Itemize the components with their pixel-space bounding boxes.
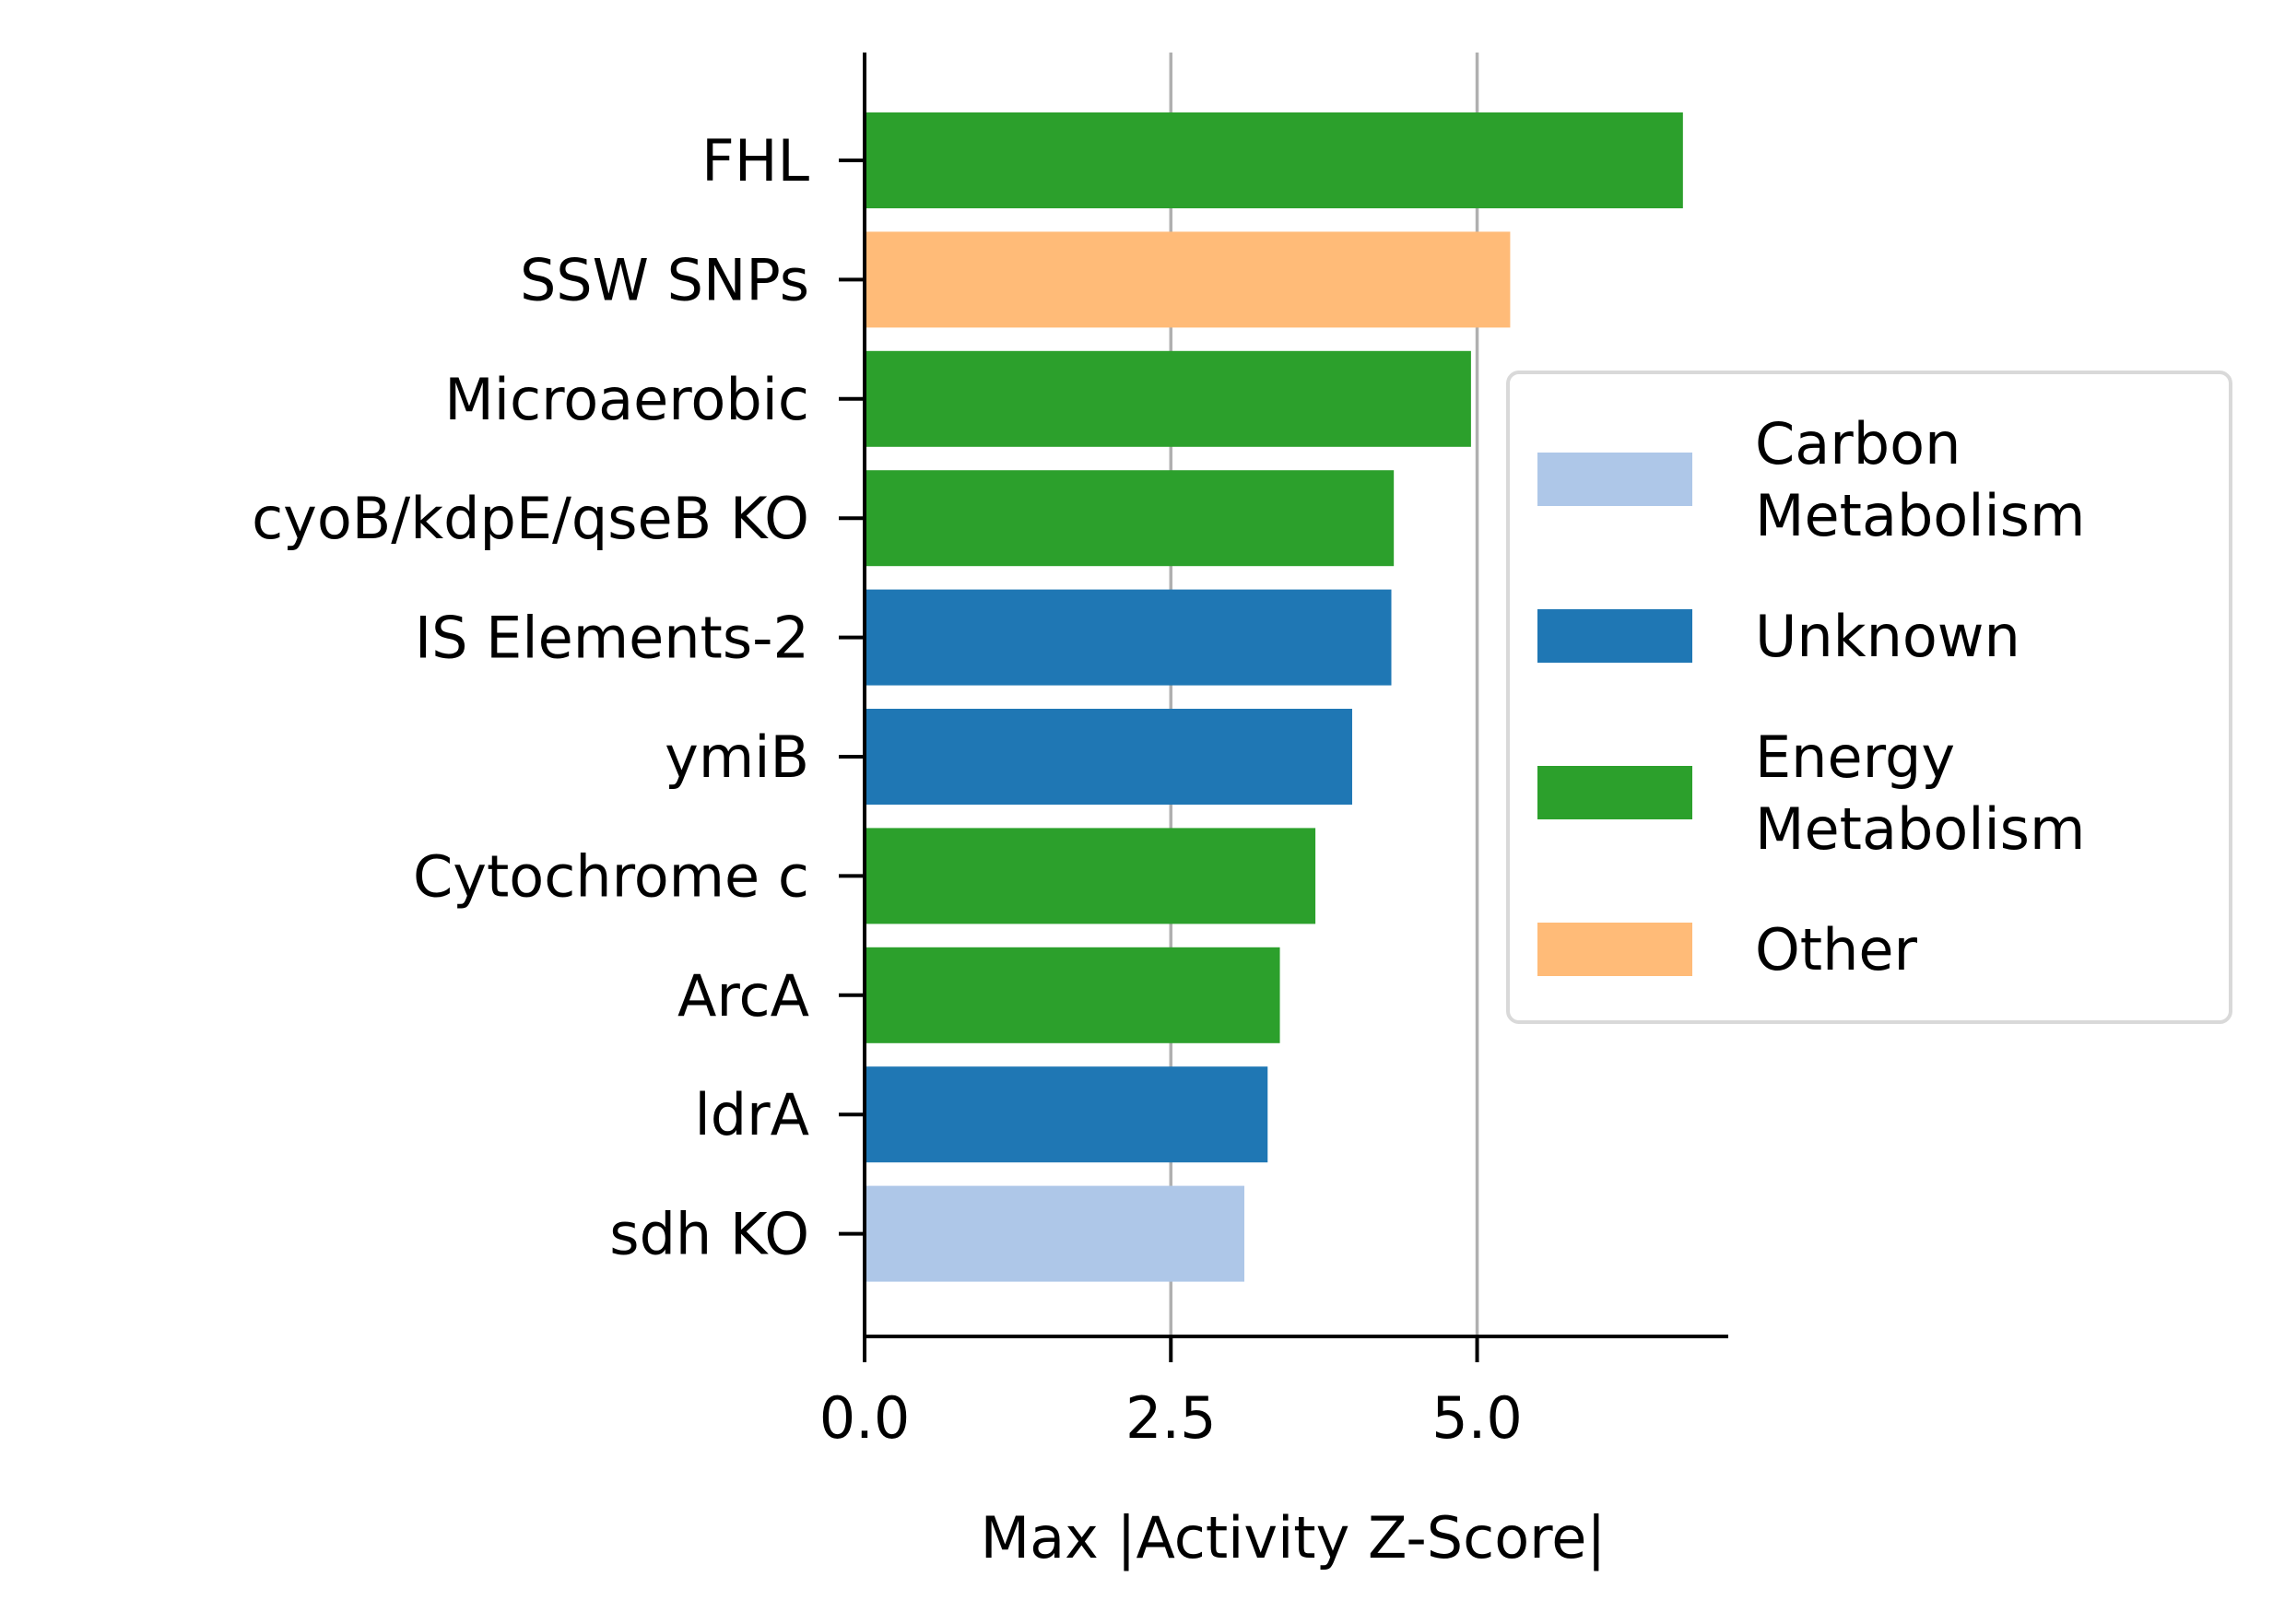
bar-arca bbox=[865, 947, 1280, 1043]
y-tick-label-is-elements-2: IS Elements-2 bbox=[415, 605, 809, 672]
legend-swatch-other bbox=[1537, 923, 1692, 976]
y-tick-label-ymib: ymiB bbox=[665, 724, 809, 791]
bar-sdh-ko bbox=[865, 1185, 1245, 1282]
bar-ssw-snps bbox=[865, 231, 1511, 328]
y-tick-label-ssw-snps: SSW SNPs bbox=[520, 246, 809, 313]
bar-is-elements-2 bbox=[865, 589, 1392, 686]
y-tick-label-microaerobic: Microaerobic bbox=[444, 366, 809, 433]
legend-label-carbon-metabolism-line-1: Carbon bbox=[1755, 410, 1961, 477]
y-tick-labels: FHL SSW SNPs Microaerobic cyoB/kdpE/qseB KO… bbox=[252, 127, 865, 1268]
bar-ymib bbox=[865, 709, 1352, 805]
legend-swatch-unknown bbox=[1537, 609, 1692, 663]
x-tick-label-5: 5.0 bbox=[1431, 1384, 1523, 1452]
bar-ldra bbox=[865, 1066, 1268, 1163]
legend-frame bbox=[1506, 371, 2232, 1024]
y-tick-label-sdh-ko: sdh KO bbox=[609, 1201, 809, 1268]
y-tick-label-arca: ArcA bbox=[677, 962, 809, 1030]
y-tick-label-ldra: ldrA bbox=[695, 1081, 809, 1148]
y-tick-label-cyob-kdpe-qseb-ko: cyoB/kdpE/qseB KO bbox=[252, 485, 809, 552]
x-tick-label-2-5: 2.5 bbox=[1125, 1384, 1217, 1452]
bars bbox=[865, 112, 1683, 1282]
y-tick-label-fhl: FHL bbox=[701, 127, 809, 194]
legend-label-carbon-metabolism-line-2: Metabolism bbox=[1755, 482, 2085, 549]
axes bbox=[863, 53, 1728, 1338]
x-tick-labels: 0.0 2.5 5.0 bbox=[819, 1336, 1523, 1452]
legend: CarbonMetabolismUnknownEnergyMetabolismO… bbox=[1506, 371, 2232, 1024]
bar-cyob-kdpe-qseb-ko bbox=[865, 470, 1395, 567]
y-tick-label-cytochrome-c: Cytochrome c bbox=[413, 842, 809, 910]
x-axis-label: Max |Activity Z-Score| bbox=[981, 1504, 1607, 1572]
legend-label-energy-metabolism-line-1: Energy bbox=[1755, 724, 1955, 791]
legend-label-energy-metabolism-line-2: Metabolism bbox=[1755, 795, 2085, 863]
x-tick-label-0: 0.0 bbox=[819, 1384, 911, 1452]
legend-label-unknown: Unknown bbox=[1755, 603, 2020, 670]
legend-label-other: Other bbox=[1755, 916, 1918, 983]
bar-fhl bbox=[865, 112, 1683, 208]
bar-cytochrome-c bbox=[865, 828, 1316, 924]
bar-microaerobic bbox=[865, 350, 1471, 447]
legend-swatch-energy-metabolism bbox=[1537, 766, 1692, 819]
legend-swatch-carbon-metabolism bbox=[1537, 453, 1692, 506]
